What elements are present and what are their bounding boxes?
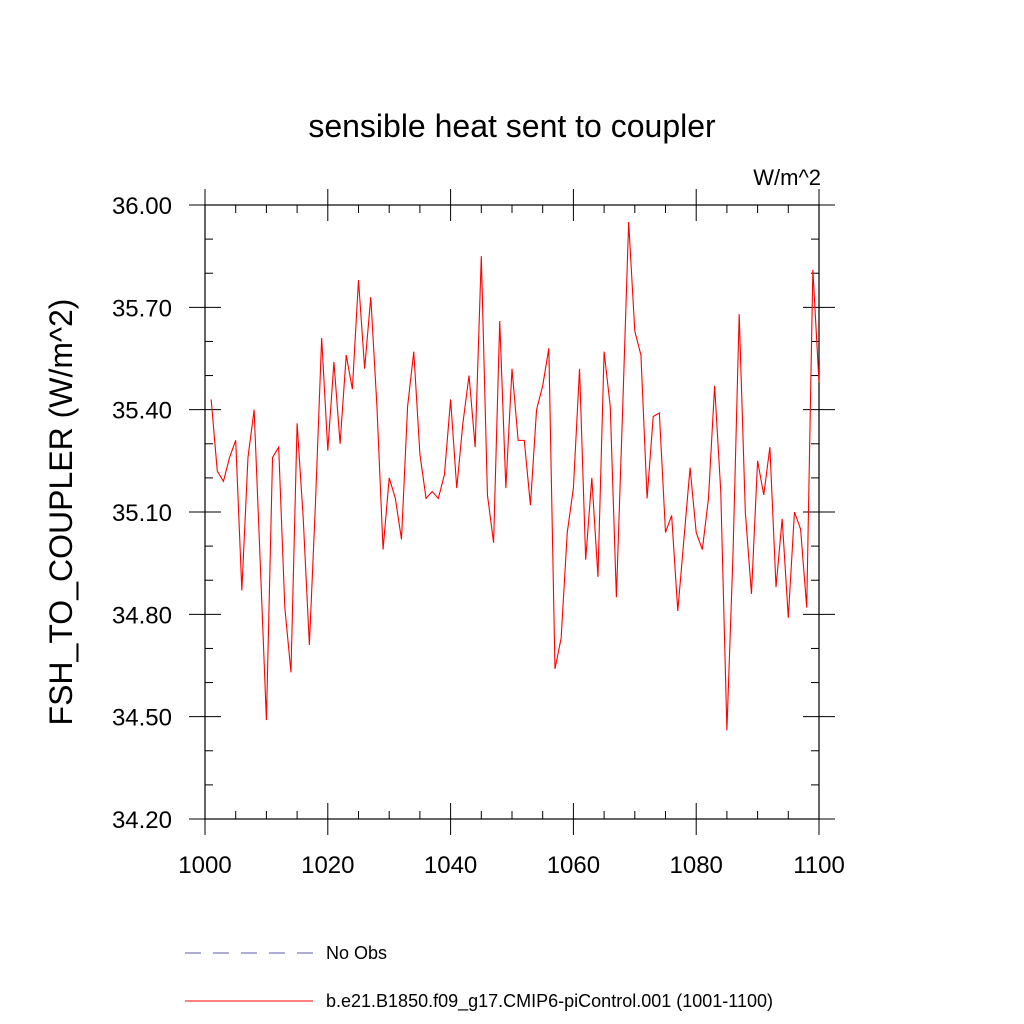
axis-tick-labels: 1000 1020 1040 1060 1080 1100 34.20 34.50 34.80 3… <box>112 193 845 879</box>
legend-label-no-obs: No Obs <box>326 943 387 963</box>
series-layer <box>210 222 820 731</box>
units-label: W/m^2 <box>753 165 821 190</box>
chart-title: sensible heat sent to coupler <box>308 108 716 144</box>
y-tick-label: 36.00 <box>112 193 172 220</box>
y-tick-label: 34.50 <box>112 705 172 732</box>
y-tick-label: 34.80 <box>112 602 172 629</box>
y-tick-label: 34.20 <box>112 807 172 834</box>
y-tick-label: 35.40 <box>112 398 172 425</box>
y-tick-label: 35.70 <box>112 295 172 322</box>
y-tick-label: 35.10 <box>112 500 172 527</box>
x-tick-label: 1100 <box>793 852 845 879</box>
axis-ticks <box>189 189 835 835</box>
x-tick-label: 1060 <box>547 852 600 879</box>
x-tick-label: 1080 <box>670 852 723 879</box>
legend: No Obs b.e21.B1850.f09_g17.CMIP6-piContr… <box>185 943 773 1012</box>
x-tick-label: 1040 <box>424 852 477 879</box>
legend-label-picontrol: b.e21.B1850.f09_g17.CMIP6-piControl.001 … <box>326 991 773 1012</box>
y-axis-label: FSH_TO_COUPLER (W/m^2) <box>43 299 79 726</box>
x-tick-label: 1000 <box>178 852 231 879</box>
x-tick-label: 1020 <box>301 852 354 879</box>
series-line-1 <box>210 222 820 731</box>
